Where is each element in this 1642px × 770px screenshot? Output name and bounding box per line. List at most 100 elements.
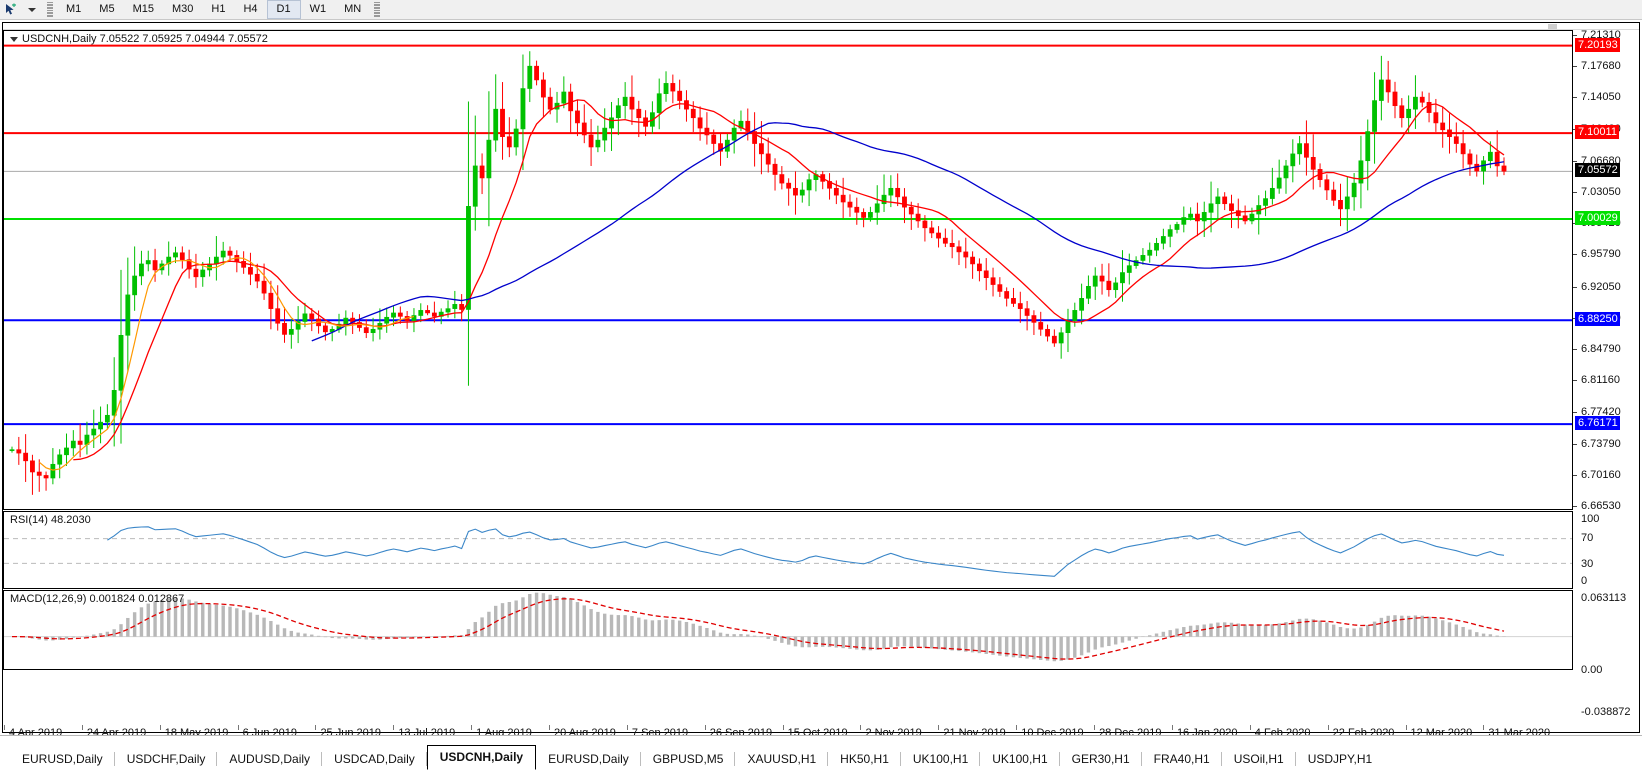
tab-divider [425,752,427,766]
chart-tab[interactable]: USDJPY,H1 [1296,748,1384,770]
chart-tab-label: UK100,H1 [912,752,969,766]
timeframe-d1[interactable]: D1 [266,0,301,19]
crosshair-cursor-icon[interactable] [3,2,21,17]
tab-divider [827,752,829,766]
chart-tab-label: USDCNH,Daily [439,750,524,764]
chart-tab[interactable]: UK100,H1 [901,748,981,770]
price-axis-label: 6.77420 [1581,406,1621,419]
price-axis-tick [1573,349,1577,350]
timeframe-m1[interactable]: M1 [66,3,82,15]
chart-tab[interactable]: AUDUSD,Daily [217,748,323,770]
scrollbar-thumb[interactable] [1548,24,1557,29]
date-axis-tick [4,725,5,730]
price-pane[interactable]: USDCNH,Daily 7.05522 7.05925 7.04944 7.0… [3,30,1573,510]
timeframe-m30[interactable]: M30 [171,3,194,15]
rsi-pane[interactable]: RSI(14) 48.2030 [3,511,1573,589]
chart-tab[interactable]: HK50,H1 [828,748,901,770]
date-axis-tick [626,725,628,730]
toolbar-grip-2[interactable] [374,2,381,17]
chart-tab-label: UK100,H1 [992,752,1048,766]
date-axis-tick [782,725,784,730]
chart-tab[interactable]: USOil,H1 [1222,748,1296,770]
price-axis[interactable]: 7.213107.176807.140507.104207.066807.030… [1573,29,1639,732]
price-axis-label: 6.81160 [1581,374,1620,387]
price-axis-tick [1573,160,1577,162]
rsi-label: RSI(14) 48.2030 [10,514,91,526]
chart-tab[interactable]: EURUSD,Daily [536,748,641,770]
chart-tab[interactable]: USDCHF,Daily [115,748,218,770]
chart-tab[interactable]: EURUSD,Daily [10,748,115,770]
top-toolbar: M1 M5 M15 M30 H1 H4 D1 W1 MN [0,0,1642,20]
price-axis-label: 6.66530 [1581,500,1621,512]
toolbar-grip[interactable] [47,2,53,17]
price-level-badge[interactable]: 7.05572 [1575,163,1620,178]
chart-tab[interactable]: FRA40,H1 [1142,748,1222,770]
chart-tab-label: XAUUSD,H1 [747,752,817,766]
date-axis-tick [1249,725,1251,730]
chart-tab-label: GER30,H1 [1071,752,1130,766]
price-axis-tick [1573,380,1577,382]
tab-divider [321,752,323,766]
tab-list: EURUSD,Daily USDCHF,Daily AUDUSD,Daily USDC… [0,736,1384,770]
tab-divider [899,752,901,766]
chart-tab[interactable]: GBPUSD,M5 [641,748,736,770]
plot-column: USDCNH,Daily 7.05522 7.05925 7.04944 7.0… [3,29,1639,739]
tab-divider [1058,752,1060,766]
price-axis-label: 6.95790 [1581,248,1621,261]
price-axis-label: 6.70160 [1581,468,1621,481]
date-axis-tick [81,725,83,730]
tab-divider [979,752,981,766]
macd-axis-label: 0.00 [1581,664,1603,676]
price-level-badge[interactable]: 7.00029 [1575,210,1620,225]
price-axis-tick [1573,506,1577,507]
chart-tab[interactable]: USDCNH,Daily [426,745,537,770]
price-level-badge[interactable]: 7.10011 [1575,125,1619,140]
price-level-badge[interactable]: 6.76171 [1575,416,1620,431]
date-axis-tick [1094,725,1096,730]
rsi-chart-svg [4,526,1572,577]
tab-divider [1140,752,1142,766]
price-axis-tick [1573,443,1577,445]
chart-tab[interactable]: USDCAD,Daily [322,748,427,770]
timeframe-m15[interactable]: M15 [132,3,154,15]
price-axis-tick [1573,97,1577,99]
chart-tab[interactable]: UK100,H1 [980,748,1060,770]
panes-container: USDCNH,Daily 7.05522 7.05925 7.04944 7.0… [3,30,1573,732]
date-axis-tick [237,725,239,730]
rsi-axis-label: 30 [1581,558,1594,570]
chart-tabbar: EURUSD,Daily USDCHF,Daily AUDUSD,Daily USDC… [0,735,1642,770]
chart-tab-label: GBPUSD,M5 [652,752,724,766]
chart-tab-label: USDCHF,Daily [126,752,206,766]
price-axis-tick [1573,35,1577,36]
price-level-badge[interactable]: 6.88250 [1575,312,1620,327]
chart-tab[interactable]: GER30,H1 [1060,748,1142,770]
horizontal-scrollbar[interactable] [3,23,1639,30]
chart-tab[interactable]: XAUUSD,H1 [735,748,829,770]
date-axis-tick [471,725,473,730]
macd-pane[interactable]: MACD(12,26,9) 0.001824 0.012867 [3,590,1573,670]
triangle-down-icon[interactable] [10,36,18,42]
chart-tab-label: EURUSD,Daily [22,752,103,766]
date-axis-tick [549,725,551,730]
tab-divider [113,752,115,766]
tab-divider [734,752,736,766]
date-axis-tick [704,725,706,730]
timeframe-h1[interactable]: H1 [211,3,226,15]
price-level-badge[interactable]: 7.20193 [1575,37,1620,52]
chart-window: USDCNH,Daily 7.05522 7.05925 7.04944 7.0… [2,22,1640,739]
date-axis-tick [315,725,317,730]
timeframe-m5[interactable]: M5 [99,3,115,15]
date-axis-tick [159,725,161,730]
chevron-down-icon[interactable] [23,2,41,17]
timeframe-w1[interactable]: W1 [309,3,327,15]
macd-axis-label: 0.063113 [1581,592,1627,604]
price-axis-tick [1573,66,1577,68]
timeframe-h4[interactable]: H4 [243,3,258,15]
price-chart-svg [4,44,1572,495]
price-axis-label: 6.84790 [1581,343,1621,355]
toolbar-left-group [0,2,57,17]
tab-divider [216,752,218,766]
date-axis-tick [1327,725,1329,730]
date-axis-tick [393,725,395,730]
timeframe-mn[interactable]: MN [344,3,362,15]
